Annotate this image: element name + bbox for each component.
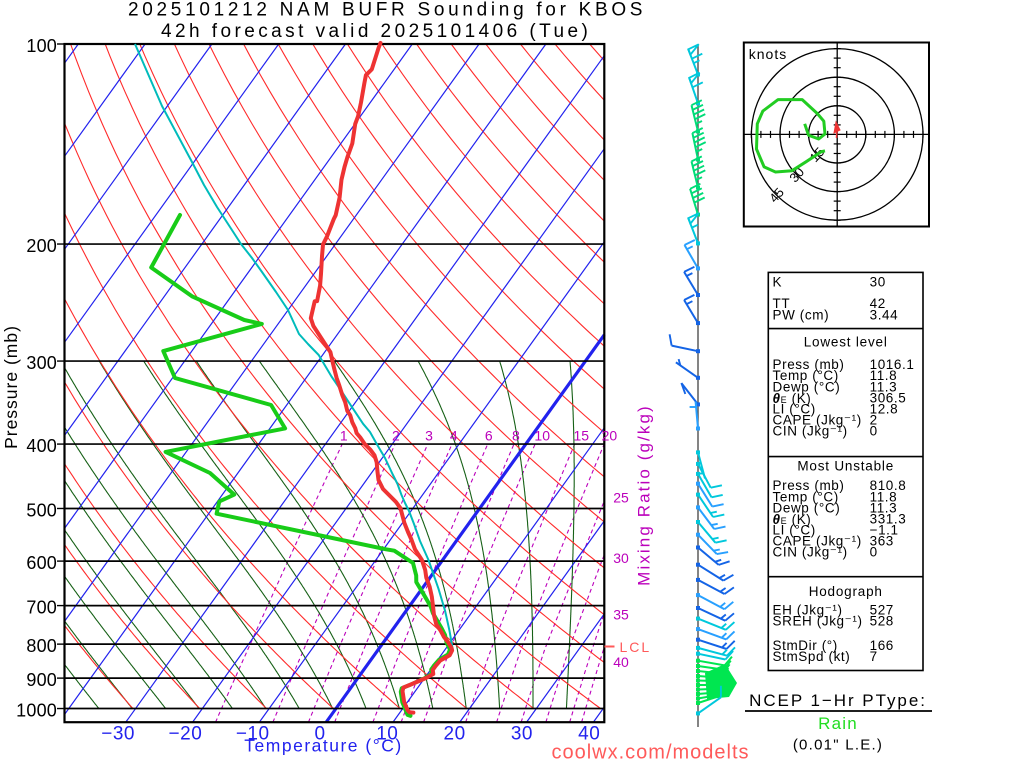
svg-text:SREH (Jkg⁻¹): SREH (Jkg⁻¹)	[773, 614, 863, 629]
svg-text:LI (°C): LI (°C)	[773, 523, 816, 538]
svg-text:Dewp (°C): Dewp (°C)	[773, 500, 841, 515]
svg-text:−20: −20	[169, 724, 203, 745]
svg-text:20: 20	[444, 724, 466, 745]
svg-text:2: 2	[392, 428, 400, 444]
svg-text:30: 30	[613, 550, 629, 566]
svg-text:−1.1: −1.1	[870, 523, 899, 538]
svg-text:Mixing Ratio (g/kg): Mixing Ratio (g/kg)	[635, 404, 654, 586]
svg-text:0: 0	[870, 545, 878, 560]
svg-text:Most Unstable: Most Unstable	[797, 459, 894, 474]
svg-text:0: 0	[870, 424, 878, 439]
svg-text:400: 400	[26, 436, 57, 456]
svg-text:700: 700	[26, 597, 57, 617]
svg-text:−10: −10	[236, 724, 270, 745]
svg-text:300: 300	[26, 353, 57, 373]
svg-text:900: 900	[26, 670, 57, 690]
svg-text:0: 0	[314, 724, 325, 745]
svg-text:40: 40	[613, 654, 629, 670]
svg-text:1016.1: 1016.1	[870, 357, 915, 372]
svg-text:CAPE (Jkg⁻¹): CAPE (Jkg⁻¹)	[773, 534, 862, 549]
svg-text:(0.01" L.E.): (0.01" L.E.)	[793, 737, 883, 754]
svg-text:θE (K): θE (K)	[773, 511, 812, 526]
svg-text:527: 527	[870, 603, 894, 618]
svg-text:11.3: 11.3	[870, 500, 898, 515]
svg-text:200: 200	[26, 236, 57, 256]
svg-text:2025101212 NAM BUFR Sounding f: 2025101212 NAM BUFR Sounding for KBOS	[128, 0, 646, 21]
svg-text:Press (mb): Press (mb)	[773, 478, 845, 493]
svg-text:528: 528	[870, 614, 894, 629]
svg-text:CIN (Jkg⁻¹): CIN (Jkg⁻¹)	[773, 545, 848, 560]
svg-text:30: 30	[511, 724, 533, 745]
svg-text:42h forecast valid 2025101406: 42h forecast valid 2025101406 (Tue)	[161, 21, 591, 42]
svg-text:10: 10	[534, 428, 550, 444]
svg-text:7: 7	[870, 649, 878, 664]
svg-text:42: 42	[870, 296, 886, 311]
svg-text:coolwx.com/modelts: coolwx.com/modelts	[551, 742, 749, 764]
svg-text:3: 3	[425, 428, 433, 444]
svg-text:−30: −30	[101, 724, 135, 745]
svg-text:8: 8	[512, 428, 520, 444]
svg-text:363: 363	[870, 534, 894, 549]
svg-text:15: 15	[574, 428, 590, 444]
svg-text:StmDir (°): StmDir (°)	[773, 638, 838, 653]
svg-text:500: 500	[26, 500, 57, 520]
svg-text:2: 2	[870, 413, 878, 428]
svg-text:166: 166	[870, 638, 894, 653]
svg-text:LCL: LCL	[620, 639, 652, 655]
svg-text:K: K	[773, 275, 783, 290]
svg-text:1: 1	[340, 428, 348, 444]
svg-text:Press (mb): Press (mb)	[773, 357, 845, 372]
svg-text:Temperature (°C): Temperature (°C)	[244, 736, 402, 756]
svg-text:EH (Jkg⁻¹): EH (Jkg⁻¹)	[773, 603, 843, 618]
svg-text:TT: TT	[773, 296, 791, 311]
svg-text:306.5: 306.5	[870, 390, 907, 405]
svg-text:4: 4	[450, 428, 458, 444]
svg-text:Temp (°C): Temp (°C)	[773, 489, 839, 504]
svg-text:CIN (Jkg⁻¹): CIN (Jkg⁻¹)	[773, 424, 848, 439]
svg-text:Hodograph: Hodograph	[809, 584, 883, 599]
svg-text:knots: knots	[749, 46, 787, 62]
svg-text:NCEP 1−Hr PType:: NCEP 1−Hr PType:	[749, 691, 927, 710]
svg-text:800: 800	[26, 636, 57, 656]
svg-text:3.44: 3.44	[870, 307, 899, 322]
svg-text:PW (cm): PW (cm)	[773, 307, 830, 322]
svg-text:600: 600	[26, 553, 57, 573]
svg-text:θE (K): θE (K)	[773, 390, 812, 405]
svg-text:10: 10	[376, 724, 398, 745]
svg-text:11.8: 11.8	[870, 489, 898, 504]
svg-text:35: 35	[613, 607, 629, 623]
svg-text:1000: 1000	[16, 700, 57, 720]
svg-text:810.8: 810.8	[870, 478, 907, 493]
svg-text:12.8: 12.8	[870, 402, 899, 417]
svg-text:6: 6	[485, 428, 493, 444]
svg-text:StmSpd (kt): StmSpd (kt)	[773, 649, 851, 664]
svg-text:Pressure (mb): Pressure (mb)	[1, 325, 21, 449]
svg-text:Lowest level: Lowest level	[804, 335, 888, 350]
svg-text:30: 30	[870, 275, 886, 290]
svg-text:100: 100	[26, 36, 57, 56]
svg-text:11.8: 11.8	[870, 368, 898, 383]
svg-text:40: 40	[578, 724, 600, 745]
svg-text:11.3: 11.3	[870, 379, 898, 394]
svg-text:Temp (°C): Temp (°C)	[773, 368, 839, 383]
svg-text:Dewp (°C): Dewp (°C)	[773, 379, 841, 394]
svg-text:CAPE (Jkg⁻¹): CAPE (Jkg⁻¹)	[773, 413, 862, 428]
svg-text:20: 20	[602, 428, 618, 444]
svg-text:331.3: 331.3	[870, 511, 907, 526]
svg-text:Rain: Rain	[818, 714, 858, 733]
svg-text:LI (°C): LI (°C)	[773, 402, 816, 417]
svg-text:25: 25	[613, 490, 629, 506]
